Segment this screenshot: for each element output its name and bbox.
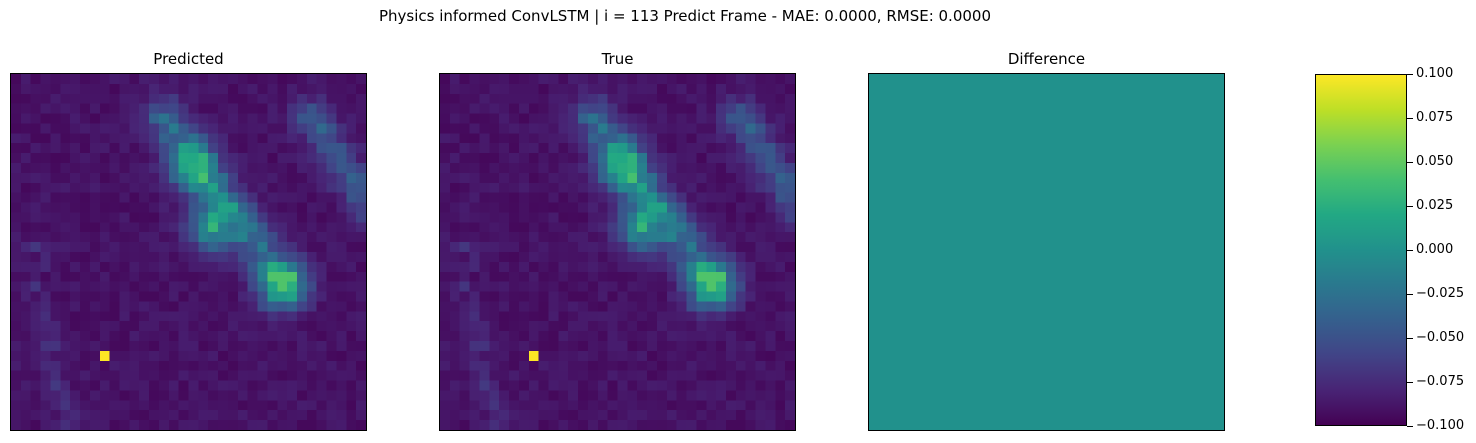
true-heatmap-canvas <box>440 74 795 430</box>
colorbar <box>1315 74 1407 426</box>
colorbar-tick-label: 0.025 <box>1416 198 1454 213</box>
predicted-heatmap-canvas <box>11 74 366 430</box>
colorbar-tick-mark <box>1407 381 1413 383</box>
colorbar-tick-label: −0.100 <box>1416 418 1465 433</box>
colorbar-tick-mark <box>1407 293 1413 295</box>
difference-heatmap-fill <box>869 74 1224 430</box>
colorbar-tick-mark <box>1407 205 1413 207</box>
colorbar-tick-mark <box>1407 249 1413 251</box>
panel-title-difference: Difference <box>1007 50 1086 68</box>
panel-title-true: True <box>601 50 634 68</box>
true-heatmap <box>439 73 796 431</box>
colorbar-tick-label: 0.000 <box>1416 242 1454 257</box>
difference-heatmap <box>868 73 1225 431</box>
colorbar-tick-label: −0.075 <box>1416 374 1465 389</box>
figure-suptitle: Physics informed ConvLSTM | i = 113 Pred… <box>379 7 991 25</box>
colorbar-tick-mark <box>1407 161 1413 163</box>
colorbar-tick-label: 0.050 <box>1416 154 1454 169</box>
panel-title-predicted: Predicted <box>153 50 224 68</box>
colorbar-tick-label: 0.075 <box>1416 110 1454 125</box>
colorbar-tick-mark <box>1407 73 1413 75</box>
colorbar-tick-mark <box>1407 425 1413 427</box>
colorbar-tick-label: −0.025 <box>1416 286 1465 301</box>
colorbar-tick-label: 0.100 <box>1416 66 1454 81</box>
predicted-heatmap <box>10 73 367 431</box>
colorbar-tick-mark <box>1407 337 1413 339</box>
colorbar-tick-label: −0.050 <box>1416 330 1465 345</box>
colorbar-tick-mark <box>1407 117 1413 119</box>
